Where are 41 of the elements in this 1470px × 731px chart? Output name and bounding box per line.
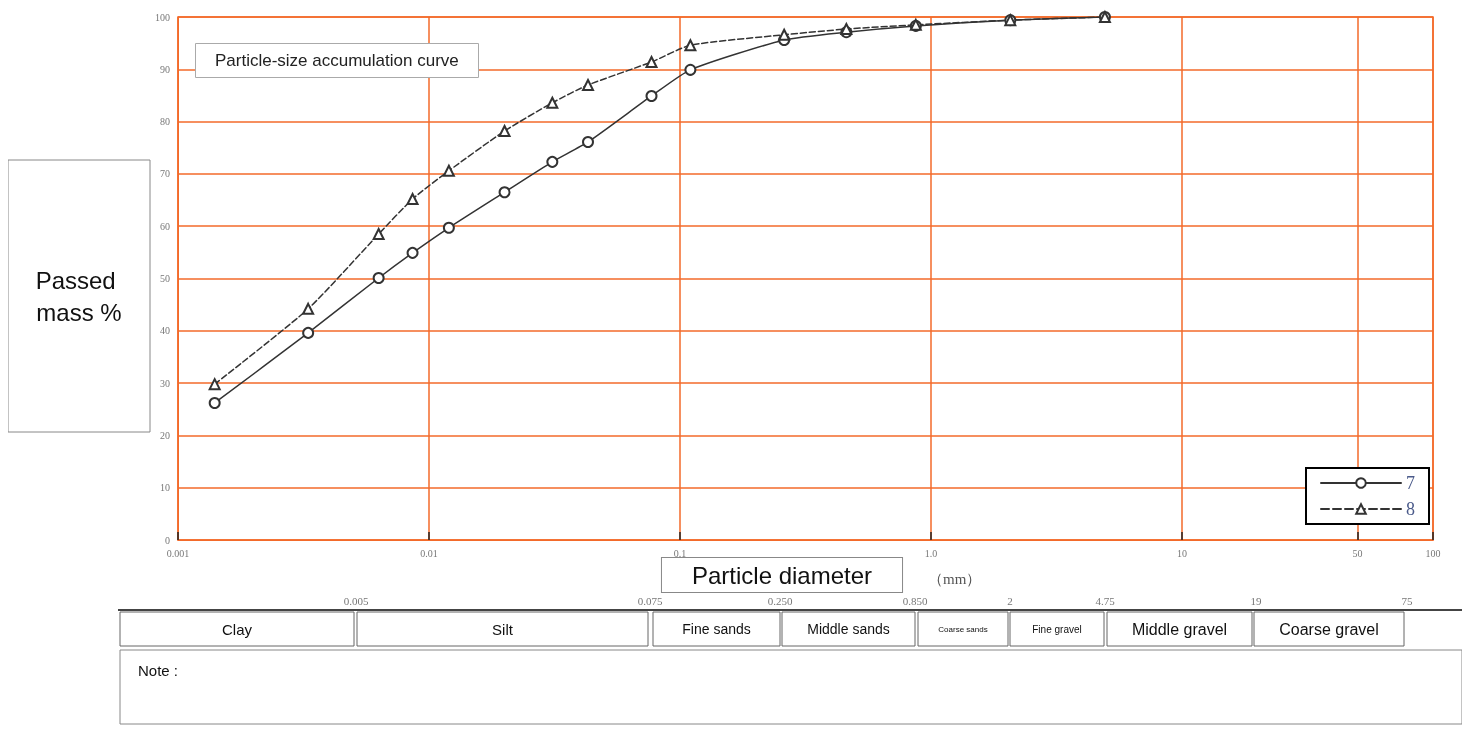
y-tick-label: 60 [160, 220, 170, 232]
text: 19 [1250, 595, 1262, 607]
text: 75 [1401, 595, 1413, 607]
text: Coarse gravel [1279, 620, 1379, 638]
y-tick-label: 10 [160, 482, 170, 494]
text: Silt [492, 620, 514, 638]
x-tick-label: 50 [1352, 547, 1363, 559]
x-tick-label: 0.001 [166, 547, 190, 559]
text: 0.075 [637, 595, 663, 607]
text: 4.75 [1095, 595, 1116, 607]
text: Clay [221, 620, 253, 638]
y-tick-label: 80 [160, 116, 170, 128]
x-axis-title: Particle diameter [691, 561, 873, 589]
x-tick-label: 100 [1425, 547, 1441, 559]
y-tick-label: 90 [160, 63, 170, 75]
text: 0.005 [343, 595, 369, 607]
text: Coarse sands [938, 624, 988, 634]
text: （mm） [928, 571, 982, 587]
y-tick-label: 40 [160, 325, 170, 337]
y-tick-label: 30 [160, 377, 170, 389]
text: Note : [138, 661, 179, 679]
text: 2 [1007, 595, 1013, 607]
x-tick-label: 0.1 [673, 547, 687, 559]
text: Middle sands [807, 621, 890, 637]
y-tick-label: 0 [165, 534, 170, 546]
legend-label: 7 [1406, 473, 1415, 493]
y-tick-label: 100 [155, 11, 170, 23]
x-tick-label: 0.01 [420, 547, 438, 559]
text: Particle-size accumulation curve [215, 51, 459, 70]
text: Fine gravel [1032, 623, 1082, 635]
text: 0.250 [767, 595, 793, 607]
y-tick-label: 50 [160, 273, 170, 284]
y-axis-title: Passed mass % [35, 266, 123, 326]
legend-label: 8 [1406, 499, 1415, 519]
text: Fine sands [682, 621, 751, 637]
x-tick-label: 10 [1177, 547, 1187, 559]
y-tick-label: 70 [160, 168, 170, 180]
x-tick-label: 1.0 [924, 547, 938, 559]
text: 0.850 [902, 595, 928, 607]
text: Middle gravel [1131, 620, 1228, 638]
y-tick-label: 20 [160, 429, 170, 441]
